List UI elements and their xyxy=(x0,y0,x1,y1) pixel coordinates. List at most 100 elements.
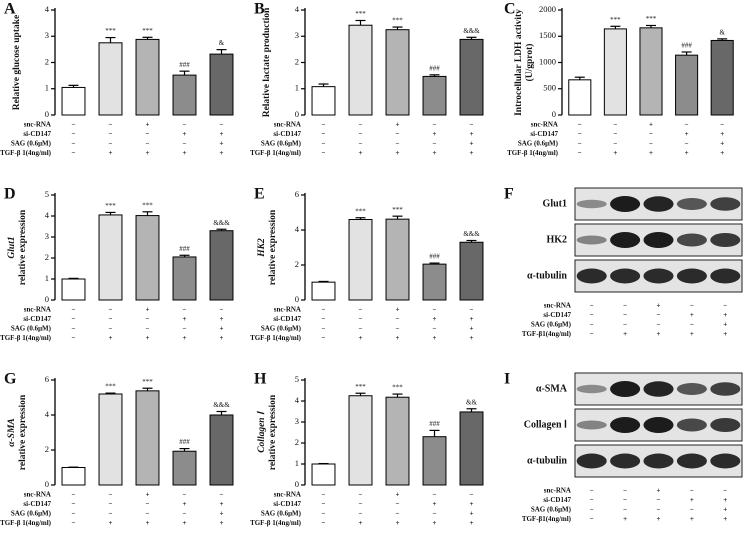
condition-sign: − xyxy=(146,140,150,148)
significance: &&& xyxy=(463,27,480,35)
condition-sign: − xyxy=(220,121,224,129)
bar xyxy=(459,411,484,486)
y-tick-label: 3 xyxy=(295,416,299,426)
condition-sign: − xyxy=(690,506,694,514)
blot-band xyxy=(643,453,674,469)
significance: ### xyxy=(179,438,190,446)
y-tick-label: 0 xyxy=(295,294,299,304)
condition-sign: − xyxy=(578,149,582,157)
condition-label: TGF-β 1(4ng/ml) xyxy=(0,519,52,527)
bar xyxy=(172,256,197,301)
panel-letter: D xyxy=(4,186,16,203)
significance: ### xyxy=(429,420,440,428)
y-axis-label: relative expression xyxy=(268,209,278,285)
y-tick-label: 6 xyxy=(295,189,299,199)
bar xyxy=(639,27,663,116)
condition-sign: − xyxy=(359,121,363,129)
condition-sign: − xyxy=(322,491,326,499)
band-label: Collagen Ⅰ xyxy=(524,419,567,430)
condition-sign: − xyxy=(72,149,76,157)
condition-sign: − xyxy=(657,496,661,504)
significance: &&& xyxy=(213,401,230,409)
blot-band xyxy=(676,453,707,469)
condition-sign: + xyxy=(623,515,627,523)
condition-sign: − xyxy=(183,510,187,518)
condition-sign: + xyxy=(723,515,727,523)
bar xyxy=(172,74,197,116)
condition-sign: − xyxy=(359,306,363,314)
condition-label: TGF-β 1(4ng/ml) xyxy=(250,519,302,527)
bar xyxy=(675,54,699,116)
condition-sign: + xyxy=(359,334,363,342)
significance: *** xyxy=(355,10,366,18)
significance: ### xyxy=(179,61,190,69)
condition-sign: + xyxy=(396,334,400,342)
condition-sign: + xyxy=(657,487,661,495)
y-tick-label: 2 xyxy=(295,437,299,447)
y-tick-label: 4 xyxy=(45,4,50,14)
condition-sign: − xyxy=(359,510,363,518)
blot-band xyxy=(676,198,707,210)
condition-sign: + xyxy=(470,510,474,518)
condition-sign: + xyxy=(649,149,653,157)
bar xyxy=(568,79,592,116)
significance: *** xyxy=(142,27,153,35)
blot-band xyxy=(676,233,707,247)
condition-sign: + xyxy=(183,500,187,508)
condition-sign: + xyxy=(720,149,724,157)
condition-label: snc-RNA xyxy=(24,306,51,314)
condition-sign: + xyxy=(657,330,661,338)
panel-letter: C xyxy=(504,1,516,18)
blot-band xyxy=(710,418,741,432)
significance: *** xyxy=(355,383,366,391)
significance: *** xyxy=(392,17,403,25)
y-tick-label: 2 xyxy=(45,444,49,454)
condition-sign: − xyxy=(359,315,363,323)
condition-sign: + xyxy=(109,334,113,342)
condition-sign: + xyxy=(183,130,187,138)
bar xyxy=(385,396,410,486)
condition-sign: − xyxy=(109,140,113,148)
condition-label: snc-RNA xyxy=(274,491,301,499)
y-tick-label: 2 xyxy=(295,56,299,66)
condition-sign: − xyxy=(72,306,76,314)
blot-band xyxy=(676,268,707,284)
condition-sign: − xyxy=(613,140,617,148)
condition-sign: − xyxy=(578,130,582,138)
condition-sign: − xyxy=(396,500,400,508)
condition-sign: − xyxy=(590,487,594,495)
condition-sign: − xyxy=(623,496,627,504)
condition-sign: + xyxy=(433,130,437,138)
condition-sign: − xyxy=(72,315,76,323)
condition-sign: − xyxy=(590,302,594,310)
condition-sign: − xyxy=(322,334,326,342)
condition-sign: − xyxy=(613,130,617,138)
y-tick-label: 5 xyxy=(45,189,49,199)
condition-sign: − xyxy=(470,306,474,314)
band-label: HK2 xyxy=(546,234,567,245)
condition-sign: + xyxy=(649,121,653,129)
condition-sign: − xyxy=(433,140,437,148)
condition-sign: + xyxy=(396,306,400,314)
condition-sign: + xyxy=(220,140,224,148)
blot-band xyxy=(643,232,674,248)
blot-band xyxy=(710,233,741,247)
blot-band xyxy=(643,196,674,212)
condition-sign: + xyxy=(470,500,474,508)
condition-sign: − xyxy=(359,325,363,333)
band-label: Glut1 xyxy=(543,198,567,209)
blot-band xyxy=(610,417,641,433)
condition-sign: − xyxy=(623,506,627,514)
condition-sign: − xyxy=(396,325,400,333)
condition-sign: + xyxy=(433,519,437,527)
blot-band xyxy=(576,384,607,394)
bar xyxy=(98,42,123,116)
condition-sign: − xyxy=(623,311,627,319)
condition-sign: − xyxy=(578,140,582,148)
y-tick-label: 1500 xyxy=(539,30,556,40)
condition-sign: + xyxy=(146,334,150,342)
condition-label: SAG (0.6μM) xyxy=(261,325,302,333)
condition-label: si-CD147 xyxy=(273,500,301,508)
condition-sign: − xyxy=(109,121,113,129)
condition-sign: − xyxy=(109,500,113,508)
